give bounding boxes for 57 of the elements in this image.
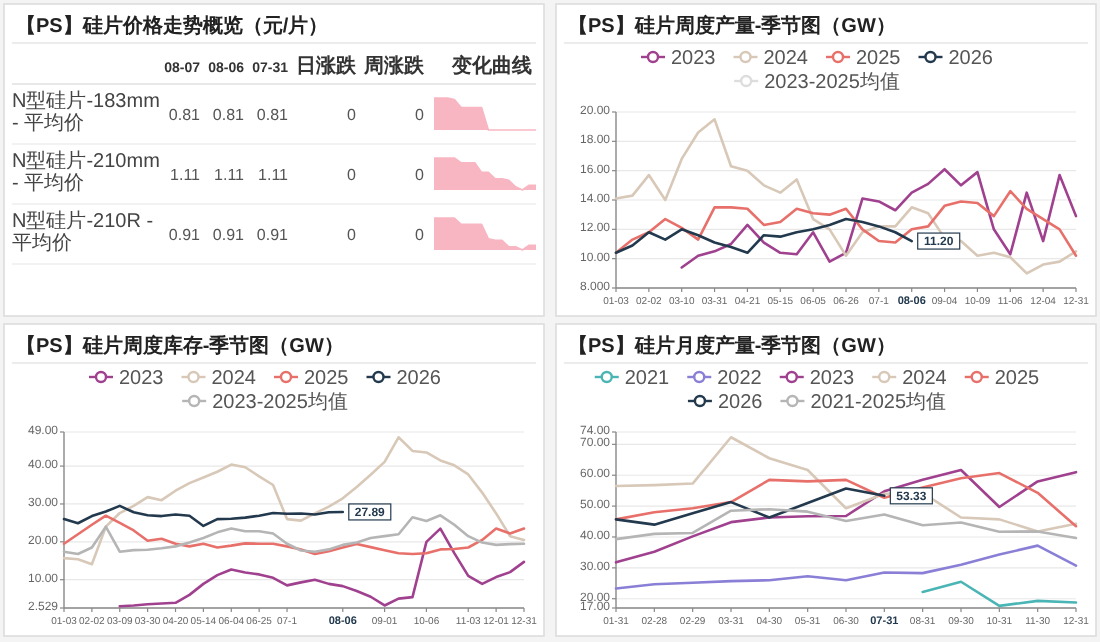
chart-title: 【PS】硅片月度产量-季节图（GW） (568, 334, 896, 358)
line-series (62, 514, 526, 556)
data-label: 0.81 (168, 106, 202, 124)
line-series (614, 435, 1078, 533)
line-series (614, 468, 1078, 564)
line-series (614, 544, 1078, 590)
line-series (118, 527, 526, 608)
text: 变化曲线 (450, 54, 532, 78)
legend-label: 2025 (856, 48, 902, 70)
line-series (614, 217, 914, 255)
data-label: 0 (347, 226, 358, 244)
line-series (614, 118, 1078, 275)
data-label: 1.11 (214, 166, 246, 184)
data-label: 0 (347, 166, 358, 184)
legend-label: 2024 (902, 368, 948, 390)
line-series (614, 471, 1078, 528)
legend-label: 2026 (717, 392, 764, 414)
line-series (921, 580, 1078, 608)
legend-label: 2023 (119, 368, 165, 390)
category-label: N型硅片-183mm - 平均价 (12, 89, 160, 135)
chart-title: 【PS】硅片周度产量-季节图（GW） (568, 14, 896, 38)
data-label: 1.11 (170, 166, 202, 184)
legend-label: 2025 (304, 368, 350, 390)
data-label: 1.11 (258, 166, 290, 184)
line-series (62, 504, 345, 528)
legend-label: 2024 (211, 368, 257, 390)
data-label: 0 (415, 166, 426, 184)
category-label: N型硅片-210R - 平均价 (12, 209, 154, 255)
legend-label: 2023-2025均值 (212, 390, 348, 414)
data-label: 0.91 (168, 226, 202, 244)
category-label: N型硅片-210mm - 平均价 (12, 149, 160, 195)
text: 日涨跌 (296, 54, 358, 78)
data-label: 0 (415, 226, 426, 244)
data-label: 0.81 (256, 106, 290, 124)
legend-label: 2024 (763, 48, 809, 70)
legend-label: 2021 (624, 368, 671, 390)
legend-label: 2026 (396, 368, 442, 390)
legend-label: 2022 (717, 368, 763, 390)
legend-label: 2026 (948, 48, 994, 70)
line-series (62, 436, 526, 566)
data-label: 0.91 (256, 226, 290, 244)
data-label: 0.81 (212, 106, 246, 124)
text: 周涨跌 (362, 54, 426, 78)
text: 【PS】硅片价格走势概览（元/片） (16, 14, 329, 38)
line-series (680, 167, 1078, 269)
line-series (614, 487, 886, 526)
data-label: 0.91 (212, 226, 246, 244)
data-label: 0 (347, 106, 358, 124)
legend-label: 2021-2025均值 (810, 390, 947, 414)
legend-label: 2025 (994, 368, 1041, 390)
legend-label: 2023 (809, 368, 856, 390)
line-series (614, 189, 1078, 258)
line-series (614, 507, 1078, 541)
legend-label: 2023-2025均值 (764, 70, 900, 94)
chart-title: 【PS】硅片周度库存-季节图（GW） (16, 334, 344, 358)
data-label: 0 (415, 106, 426, 124)
legend-label: 2023 (671, 48, 717, 70)
